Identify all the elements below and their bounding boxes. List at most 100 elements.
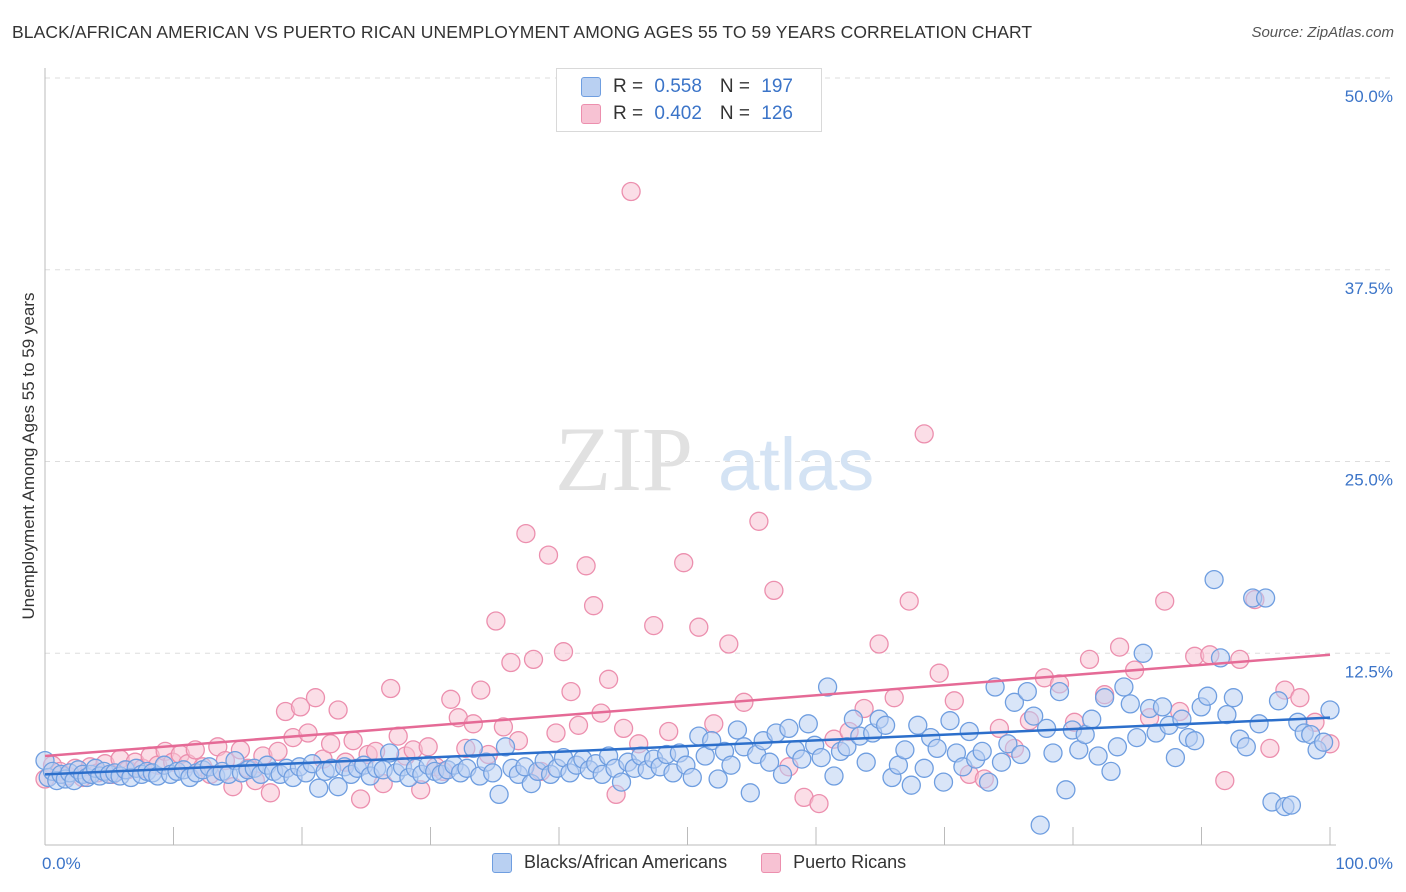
data-point [704,714,724,734]
data-point [621,181,641,202]
data-point [809,793,829,814]
legend-swatch-blue [492,852,512,873]
data-point [1230,649,1250,670]
data-point [914,758,934,778]
data-point [516,523,536,544]
data-point [381,678,401,699]
data-point [875,715,896,735]
data-point [298,723,318,743]
legend-item-puerto-ricans[interactable]: Puerto Ricans [761,852,906,873]
data-point [719,634,739,654]
data-point [689,617,709,637]
data-point [779,718,799,739]
data-point [1217,704,1237,725]
data-point [869,634,889,654]
series-legend: Blacks/African Americans Puerto Ricans [492,852,940,873]
data-point [493,717,514,737]
data-point [1036,718,1057,739]
watermark: ZIP atlas [555,408,874,510]
data-point [798,714,818,734]
data-point [1290,688,1310,708]
data-point [350,789,371,809]
legend-label-puerto-ricans: Puerto Ricans [793,852,907,872]
data-point [895,740,915,760]
data-point [598,669,619,689]
data-point [538,545,559,565]
legend-n-value: 197 [761,76,793,97]
data-point [1079,649,1100,670]
data-point [379,743,400,763]
data-point [1260,738,1280,759]
data-point [682,767,702,788]
data-point [1204,569,1224,590]
data-point [1236,737,1256,757]
data-point [901,775,921,795]
data-point [441,689,461,709]
data-point [1133,643,1153,663]
y-tick-label: 37.5% [1345,279,1393,298]
data-point [644,615,664,636]
legend-r-label: R = [613,76,649,97]
data-point [843,709,864,729]
data-point [856,752,876,772]
x-tick-label: 100.0% [1335,854,1393,873]
data-point [489,784,509,805]
data-point [1155,591,1175,611]
data-point [1152,697,1173,717]
data-point [546,723,566,743]
legend-n-value: 126 [761,103,793,124]
data-point [740,783,760,803]
legend-item-blacks[interactable]: Blacks/African Americans [492,852,727,873]
data-point [1101,761,1121,782]
data-point [978,772,999,792]
grid-lines [45,77,1390,654]
data-point [553,642,574,662]
data-point [290,697,311,717]
data-point [1197,686,1218,706]
data-point [1127,727,1147,748]
data-point [483,763,503,783]
data-point [1004,692,1025,712]
data-point [1249,714,1269,734]
data-point [523,649,544,670]
data-point [908,715,928,735]
data-point [463,738,483,759]
data-point [1024,706,1044,726]
data-point [343,731,363,751]
legend-r-value: 0.558 [654,76,702,97]
data-point [561,681,581,702]
legend-n-label: N = [719,76,756,97]
data-point [1255,588,1276,608]
data-point [1043,743,1063,763]
legend-n-label: N = [719,103,756,124]
data-point [328,777,348,797]
legend-row-blue: R = 0.558 N = 197 [581,75,793,99]
data-point [749,511,769,531]
legend-label-blacks: Blacks/African Americans [524,852,728,872]
data-point [727,720,748,740]
trend-lines [44,653,1331,776]
y-tick-label: 50.0% [1345,87,1393,106]
tick-labels: 12.5% 25.0% 37.5% 50.0% 0.0% 100.0% [42,87,1393,873]
data-point [899,591,919,611]
data-point [1011,744,1031,765]
x-tick-label: 0.0% [42,854,81,873]
data-point [1268,691,1289,711]
data-point [764,580,784,601]
data-point [486,611,506,631]
data-point [1165,747,1186,768]
data-point [1223,688,1244,708]
data-point [792,749,812,769]
data-point [1114,677,1134,697]
y-tick-label: 25.0% [1345,471,1393,490]
data-point [1109,637,1130,657]
data-point [1056,780,1076,800]
data-point [320,734,341,754]
data-point [583,596,604,616]
data-point [1281,795,1302,815]
chart-title: BLACK/AFRICAN AMERICAN VS PUERTO RICAN U… [12,22,1033,42]
data-point [576,556,596,576]
data-point [759,752,780,772]
data-point [1049,681,1070,702]
